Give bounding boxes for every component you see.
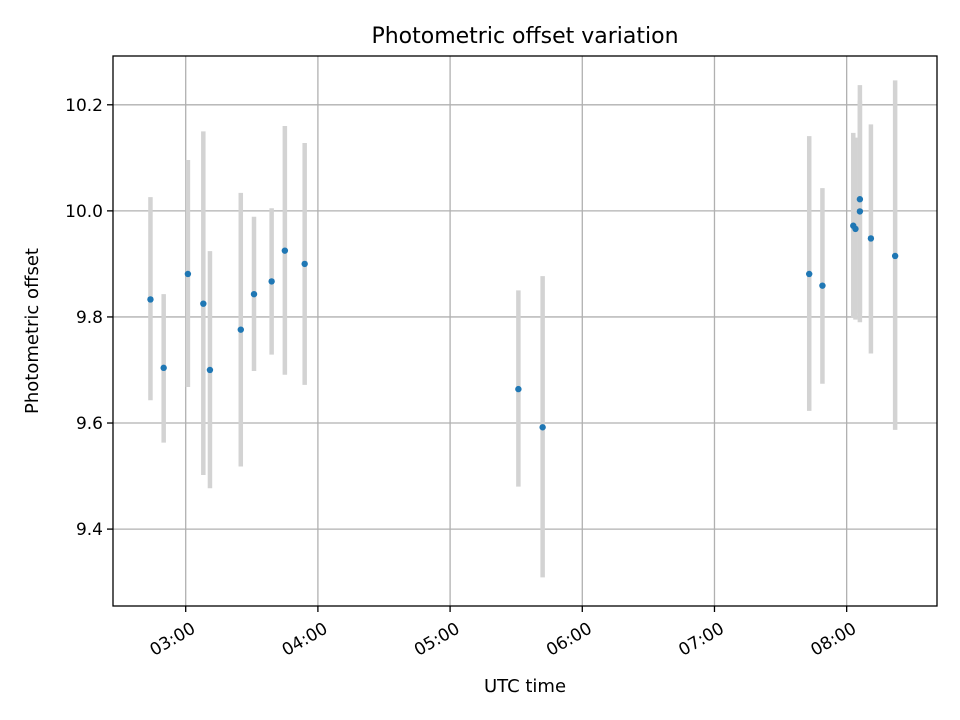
chart-title: Photometric offset variation [371,24,678,49]
data-point [268,278,275,285]
data-point [301,260,308,268]
y-tick-label: 10.2 [65,96,103,116]
data-point [281,247,289,254]
data-point [206,366,214,374]
grid-lines [113,56,937,606]
data-points [147,196,899,431]
data-point [891,252,899,260]
plot-frame [112,55,938,607]
data-point [819,282,826,289]
data-point [867,235,875,242]
data-point [250,290,258,298]
data-point [856,196,864,203]
data-point [237,326,244,333]
data-point [147,296,154,303]
data-point [852,225,859,233]
data-point [184,270,192,278]
data-point [806,270,813,278]
y-tick-label: 9.8 [76,308,103,328]
plot-area [113,56,937,606]
data-point [160,364,167,372]
data-point [539,424,546,431]
y-tick-label: 9.6 [76,414,103,434]
y-tick-label: 9.4 [76,520,103,540]
data-point [515,385,522,393]
x-axis-label: UTC time [484,676,566,697]
y-axis-label: Photometric offset [22,248,43,414]
y-tick-label: 10.0 [65,202,103,222]
data-point [200,300,207,307]
data-point [856,208,864,215]
